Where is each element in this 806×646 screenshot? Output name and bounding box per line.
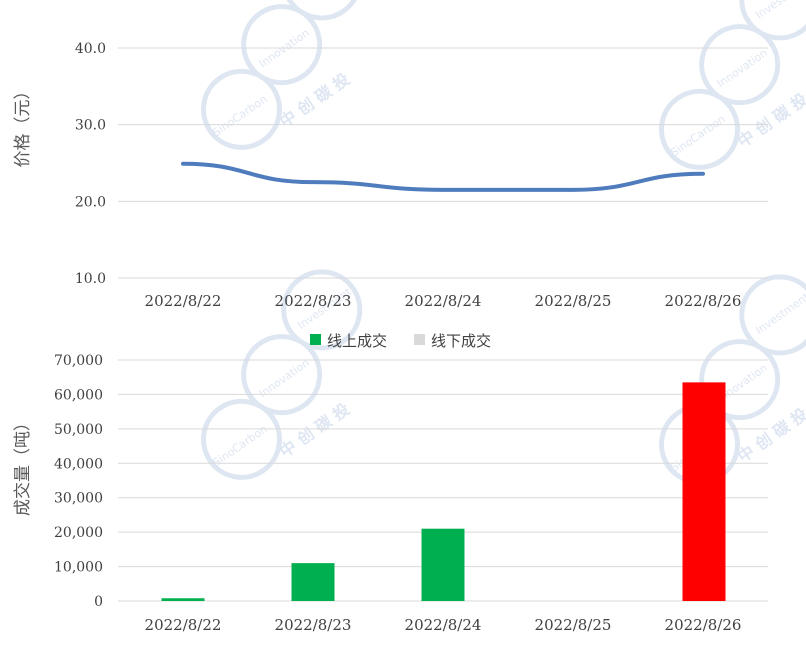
- volume-bar-online: [292, 563, 335, 601]
- watermark-cn: 中 创 碳 投: [276, 399, 353, 461]
- watermark-brand: SinoCarbon: [210, 92, 269, 139]
- price-x-tick-label: 2022/8/23: [275, 292, 352, 310]
- watermark-brand: SinoCarbon: [668, 112, 727, 159]
- watermark-cn: 中 创 碳 投: [734, 89, 806, 151]
- volume-x-tick-label: 2022/8/26: [665, 616, 742, 634]
- price-x-tick-label: 2022/8/26: [665, 292, 742, 310]
- volume-y-tick-label: 40,000: [54, 456, 103, 472]
- watermark-word: Innovation: [715, 46, 770, 90]
- volume-bars: [162, 382, 726, 601]
- price-y-tick-label: 40.0: [75, 41, 106, 57]
- price-y-ticks: 40.0 30.0 20.0 10.0: [75, 41, 106, 287]
- price-x-tick-label: 2022/8/24: [405, 292, 482, 310]
- volume-x-tick-label: 2022/8/22: [145, 616, 222, 634]
- volume-y-tick-label: 0: [94, 594, 103, 610]
- volume-x-tick-label: 2022/8/23: [275, 616, 352, 634]
- price-y-tick-label: 10.0: [75, 271, 106, 287]
- volume-x-tick-label: 2022/8/25: [535, 616, 612, 634]
- price-series: [183, 164, 703, 190]
- volume-bar-online: [422, 529, 465, 601]
- volume-bar-online: [162, 598, 205, 601]
- volume-y-tick-label: 60,000: [54, 387, 103, 403]
- watermark-cn: 中 创 碳 投: [276, 69, 353, 131]
- volume-x-tick-label: 2022/8/24: [405, 616, 482, 634]
- watermark-logo: SinoCarbon Innovation Investment 中 创 碳 投: [612, 0, 806, 187]
- volume-y-tick-label: 70,000: [54, 353, 103, 369]
- volume-bar-chart: 成交量（吨） 70,000 60,000 50,000 40,000 30,000 20,…: [13, 353, 768, 634]
- volume-y-tick-label: 50,000: [54, 422, 103, 438]
- legend-label-offline: 线下成交: [431, 332, 491, 350]
- watermark-word: Investment: [753, 290, 806, 337]
- watermark-word: Innovation: [257, 356, 312, 400]
- legend-swatch-offline: [414, 334, 425, 345]
- watermark-word: Investment: [753, 0, 806, 22]
- volume-y-tick-label: 20,000: [54, 525, 103, 541]
- volume-legend: 线上成交 线下成交: [310, 332, 491, 350]
- watermark-cn: 中 创 碳 投: [734, 404, 806, 466]
- price-y-tick-label: 30.0: [75, 118, 106, 134]
- volume-y-tick-label: 10,000: [54, 560, 103, 576]
- volume-y-tick-label: 30,000: [54, 491, 103, 507]
- volume-x-ticks: 2022/8/22 2022/8/23 2022/8/24 2022/8/25 2022…: [145, 616, 742, 634]
- volume-y-ticks: 70,000 60,000 50,000 40,000 30,000 20,000 10,0…: [54, 353, 103, 610]
- watermark-brand: SinoCarbon: [210, 422, 269, 469]
- price-series-line: [183, 164, 703, 190]
- legend-label-online: 线上成交: [327, 332, 387, 350]
- legend-swatch-online: [310, 334, 321, 345]
- price-y-axis-label: 价格（元）: [13, 83, 33, 168]
- watermark-word: Investment: [295, 0, 354, 2]
- volume-y-axis-label: 成交量（吨）: [13, 414, 33, 516]
- price-y-tick-label: 20.0: [75, 194, 106, 210]
- price-x-ticks: 2022/8/22 2022/8/23 2022/8/24 2022/8/25 2022…: [145, 292, 742, 310]
- price-x-tick-label: 2022/8/22: [145, 292, 222, 310]
- volume-bar-highlight: [683, 382, 726, 601]
- price-x-tick-label: 2022/8/25: [535, 292, 612, 310]
